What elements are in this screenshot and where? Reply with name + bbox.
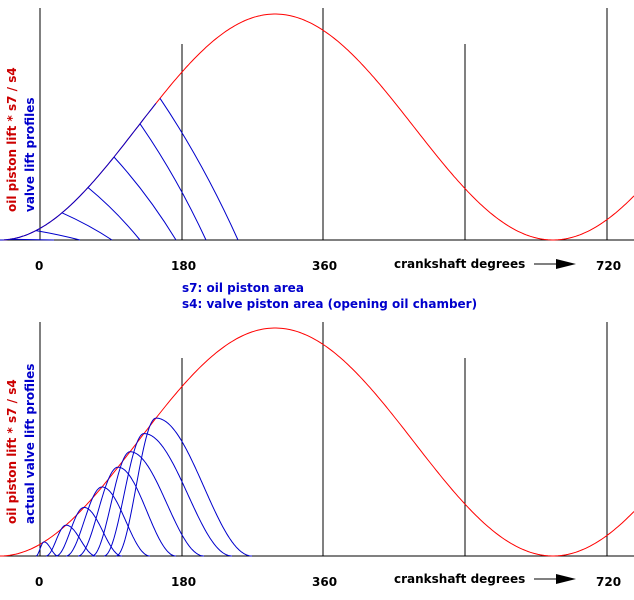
bottom-valve-lift-profile bbox=[55, 506, 123, 557]
top-valve-lift-envelope bbox=[0, 102, 157, 241]
bottom-valve-lift-profile bbox=[115, 417, 252, 557]
top-tick-0: 0 bbox=[35, 259, 43, 273]
bottom-tick-0: 0 bbox=[35, 575, 43, 589]
bottom-ylabel-blue: actual valve lift profiles bbox=[23, 364, 37, 524]
bottom-valve-lift-profile bbox=[35, 541, 59, 557]
top-tick-360: 360 bbox=[312, 259, 337, 273]
bottom-valve-lift-profile bbox=[103, 432, 232, 557]
top-x-axis-label: crankshaft degrees bbox=[394, 257, 525, 271]
bottom-valve-lift-profile bbox=[45, 524, 97, 557]
top-valve-lift-hatch bbox=[139, 123, 207, 241]
top-oil-piston-curve bbox=[0, 13, 634, 241]
top-valve-lift-hatch bbox=[9, 238, 55, 241]
top-tick-720: 720 bbox=[596, 259, 621, 273]
top-valve-lift-hatch bbox=[35, 230, 81, 241]
top-panel: 0 180 360 720 crankshaft degrees oil pis… bbox=[0, 8, 634, 273]
top-valve-lift-hatch bbox=[113, 156, 177, 241]
bottom-valve-lift-profile bbox=[65, 486, 151, 557]
bottom-ylabel-red: oil piston lift * s7 / s4 bbox=[5, 379, 19, 524]
legend-s4: s4: valve piston area (opening oil chamb… bbox=[182, 297, 477, 311]
bottom-oil-piston-curve bbox=[0, 327, 634, 557]
bottom-valve-lift-profile bbox=[77, 466, 177, 557]
top-ylabel-blue: valve lift profiles bbox=[23, 97, 37, 212]
bottom-valve-lift-profile bbox=[91, 451, 204, 557]
top-x-axis-arrow bbox=[534, 259, 576, 269]
top-valve-lift-hatch bbox=[159, 98, 239, 241]
bottom-x-axis-arrow bbox=[534, 574, 576, 584]
top-valve-lift-hatch bbox=[61, 212, 113, 241]
bottom-x-axis-label: crankshaft degrees bbox=[394, 572, 525, 586]
top-valve-profiles bbox=[0, 98, 239, 241]
top-tick-180: 180 bbox=[171, 259, 196, 273]
bottom-tick-360: 360 bbox=[312, 575, 337, 589]
top-ylabel-red: oil piston lift * s7 / s4 bbox=[5, 67, 19, 212]
legend-s7: s7: oil piston area bbox=[182, 281, 304, 295]
bottom-panel: 0 180 360 720 crankshaft degrees oil pis… bbox=[0, 322, 634, 589]
bottom-tick-180: 180 bbox=[171, 575, 196, 589]
top-valve-lift-hatch bbox=[87, 187, 141, 241]
bottom-tick-720: 720 bbox=[596, 575, 621, 589]
bottom-valve-profiles bbox=[35, 417, 252, 557]
